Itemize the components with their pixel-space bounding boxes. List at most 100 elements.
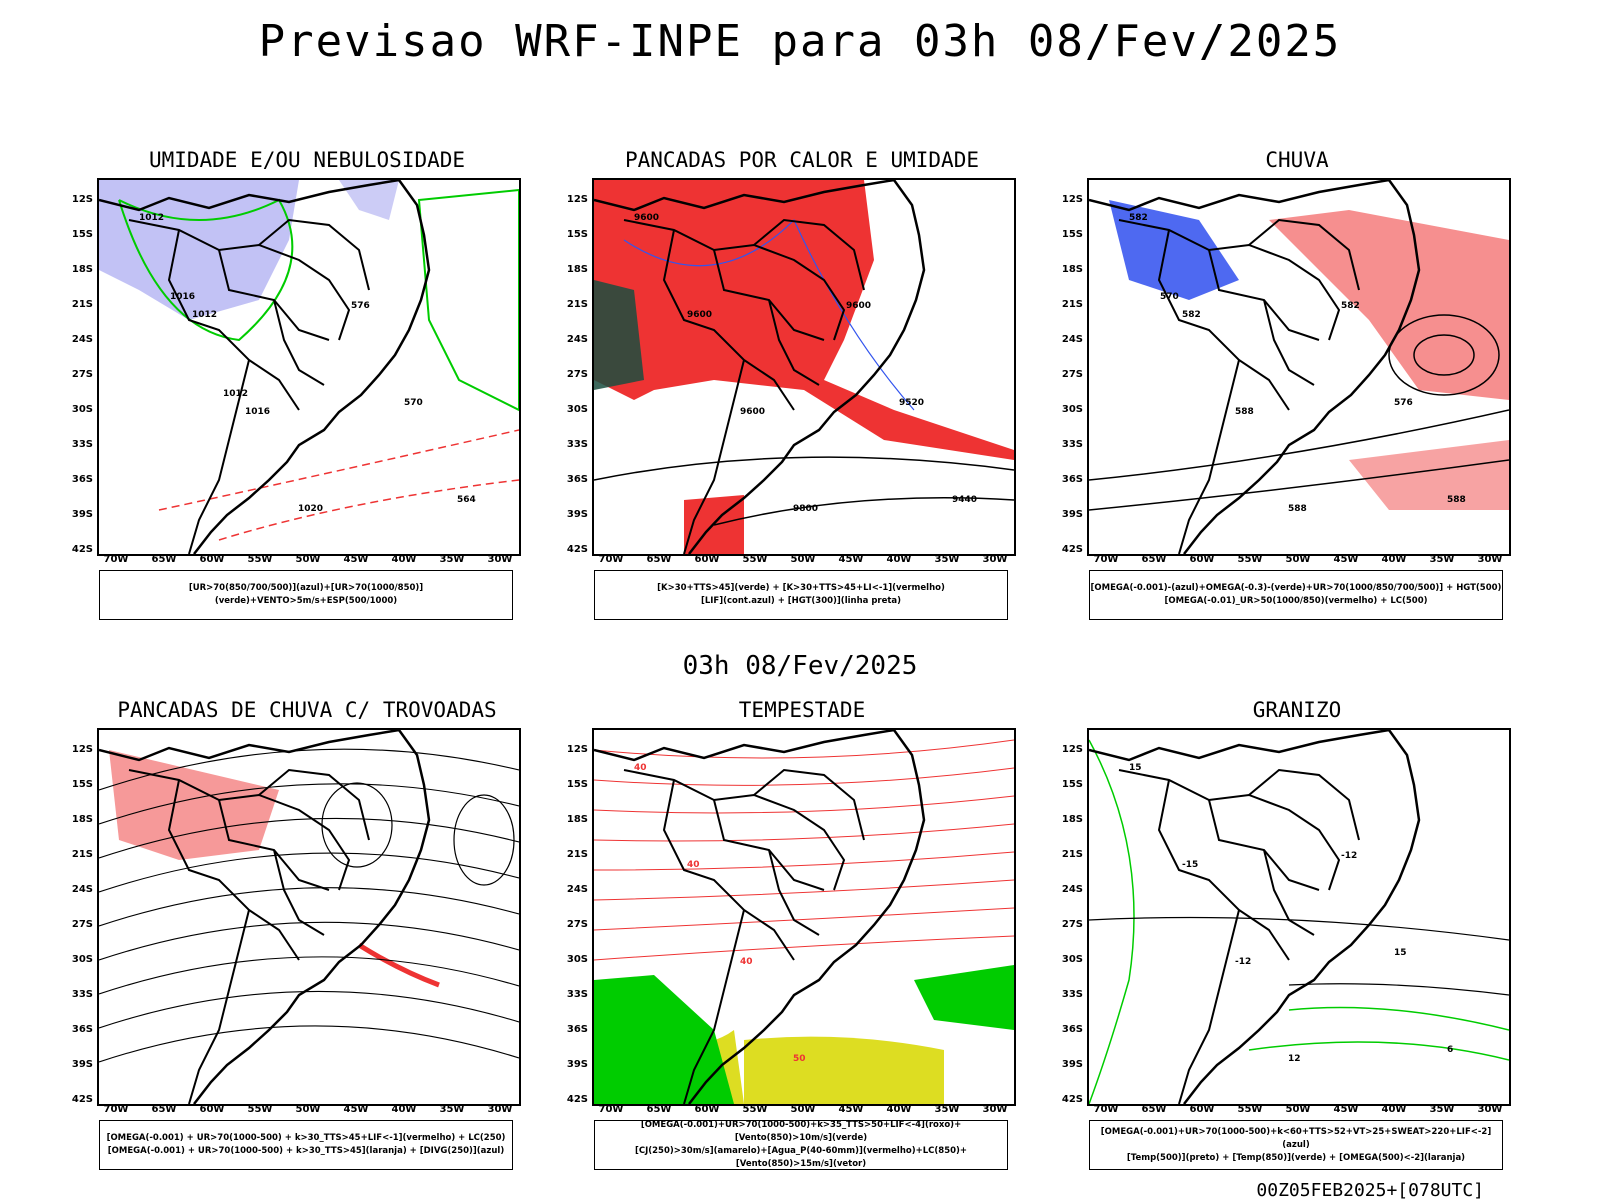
latitude-tick-label: 36S xyxy=(566,474,588,485)
latitude-tick-label: 21S xyxy=(566,849,588,860)
longitude-tick-label: 60W xyxy=(694,1104,720,1115)
contour-label: 582 xyxy=(1182,310,1201,320)
coastline xyxy=(99,180,431,554)
latitude-tick-label: 18S xyxy=(71,814,93,825)
lifted-index-contour xyxy=(623,218,915,411)
latitude-tick-label: 21S xyxy=(71,299,93,310)
thickness-contour xyxy=(158,429,519,511)
longitude-tick-label: 65W xyxy=(646,1104,672,1115)
longitude-tick-label: 60W xyxy=(1189,554,1215,565)
longitude-tick-label: 70W xyxy=(598,554,624,565)
latitude-tick-label: 12S xyxy=(71,194,93,205)
thunderstorm-red-area xyxy=(357,942,440,988)
temp850-contour xyxy=(1248,1041,1509,1061)
legend-line: [OMEGA(-0.001) + UR>70(1000-500) + k>30_… xyxy=(106,1133,506,1143)
thunderstorm-red-area xyxy=(109,750,279,860)
forecast-map: 9600 9600 9600 9800 9600 9520 9440 xyxy=(592,178,1016,556)
contour-label: 570 xyxy=(404,398,423,408)
temp500-contour xyxy=(1288,983,1509,996)
latitude-tick-label: 36S xyxy=(1061,474,1083,485)
latitude-tick-label: 33S xyxy=(71,439,93,450)
panel-title: PANCADAS POR CALOR E UMIDADE xyxy=(624,148,979,172)
legend-line: [OMEGA(-0.001)-(azul)+OMEGA(-0.3)-(verde… xyxy=(1090,583,1502,593)
precipitable-water-contour xyxy=(594,823,1014,842)
contour-label: 9600 xyxy=(846,301,871,311)
latitude-tick-label: 24S xyxy=(566,884,588,895)
latitude-tick-label: 18S xyxy=(1061,264,1083,275)
forecast-map: 15 -15 -12 12 -12 15 6 xyxy=(1087,728,1511,1106)
contour-label: 6 xyxy=(1447,1045,1453,1055)
humidity-blue-area xyxy=(339,180,399,220)
longitude-tick-label: 55W xyxy=(742,554,768,565)
longitude-tick-label: 50W xyxy=(790,1104,816,1115)
precipitable-water-contour xyxy=(594,795,1014,814)
map-plot: 15 -15 -12 12 -12 15 6 xyxy=(1089,730,1509,1104)
contour-label: 1016 xyxy=(170,292,195,302)
country-border xyxy=(188,909,250,1104)
panel-legend: [OMEGA(-0.001)+UR>70(1000-500)+k<60+TTS>… xyxy=(1089,1120,1503,1170)
longitude-tick-label: 45W xyxy=(1333,554,1359,565)
latitude-tick-label: 27S xyxy=(566,919,588,930)
longitude-tick-label: 45W xyxy=(1333,1104,1359,1115)
latitude-tick-label: 27S xyxy=(71,919,93,930)
height-contour xyxy=(1089,459,1509,511)
longitude-tick-label: 35W xyxy=(934,1104,960,1115)
latitude-tick-label: 39S xyxy=(566,509,588,520)
streamline xyxy=(99,887,519,927)
country-border xyxy=(1248,218,1360,291)
contour-label: -15 xyxy=(1182,860,1198,870)
latitude-tick-label: 27S xyxy=(71,369,93,380)
contour-label: 40 xyxy=(687,860,700,870)
latitude-tick-label: 12S xyxy=(566,744,588,755)
precipitable-water-contour xyxy=(594,935,1014,961)
panel-title: TEMPESTADE xyxy=(738,698,866,722)
latitude-tick-label: 15S xyxy=(1061,779,1083,790)
longitude-tick-label: 30W xyxy=(1477,1104,1503,1115)
contour-label: 582 xyxy=(1129,213,1148,223)
longitude-tick-label: 55W xyxy=(1237,1104,1263,1115)
longitude-tick-label: 70W xyxy=(1093,554,1119,565)
longitude-tick-label: 40W xyxy=(886,554,912,565)
latitude-tick-label: 24S xyxy=(71,884,93,895)
contour-label: 40 xyxy=(740,957,753,967)
contour-label: 1012 xyxy=(192,310,217,320)
contour-label: 9520 xyxy=(899,398,924,408)
longitude-tick-label: 40W xyxy=(391,554,417,565)
longitude-tick-label: 35W xyxy=(439,554,465,565)
contour-label: 576 xyxy=(351,301,370,311)
longitude-tick-label: 30W xyxy=(982,1104,1008,1115)
country-border xyxy=(167,779,300,961)
longitude-tick-label: 65W xyxy=(1141,554,1167,565)
temp850-contour xyxy=(1288,1006,1509,1031)
humidity-blue-area xyxy=(99,180,299,320)
latitude-tick-label: 36S xyxy=(1061,1024,1083,1035)
latitude-tick-label: 24S xyxy=(71,334,93,345)
latitude-tick-label: 30S xyxy=(566,404,588,415)
precipitable-water-contour xyxy=(594,767,1014,786)
latitude-tick-label: 36S xyxy=(566,1024,588,1035)
country-border xyxy=(768,299,820,386)
latitude-tick-label: 30S xyxy=(1061,404,1083,415)
longitude-tick-label: 50W xyxy=(295,1104,321,1115)
longitude-tick-label: 50W xyxy=(1285,1104,1311,1115)
legend-line: [OMEGA(-0.001)+UR>70(1000-500)+k>35_TTS>… xyxy=(640,1120,962,1143)
contour-label: 1020 xyxy=(298,504,323,514)
contour-label: 50 xyxy=(793,1054,806,1064)
longitude-tick-label: 50W xyxy=(295,554,321,565)
contour-label: 588 xyxy=(1447,495,1466,505)
latitude-tick-label: 21S xyxy=(71,849,93,860)
country-border xyxy=(1118,769,1341,891)
longitude-tick-label: 45W xyxy=(838,1104,864,1115)
latitude-tick-label: 24S xyxy=(566,334,588,345)
longitude-tick-label: 70W xyxy=(103,554,129,565)
country-border xyxy=(623,219,846,341)
longitude-tick-label: 40W xyxy=(391,1104,417,1115)
thickness-contour xyxy=(218,479,519,541)
panel-legend: [OMEGA(-0.001) + UR>70(1000-500) + k>30_… xyxy=(99,1120,513,1170)
map-plot xyxy=(99,730,519,1104)
panel-title: PANCADAS DE CHUVA C/ TROVOADAS xyxy=(117,698,497,722)
longitude-tick-label: 70W xyxy=(598,1104,624,1115)
legend-line: [CJ(250)>30m/s](amarelo)+[Agua_P(40-60mm… xyxy=(634,1146,968,1169)
longitude-tick-label: 70W xyxy=(103,1104,129,1115)
latitude-tick-label: 36S xyxy=(71,474,93,485)
